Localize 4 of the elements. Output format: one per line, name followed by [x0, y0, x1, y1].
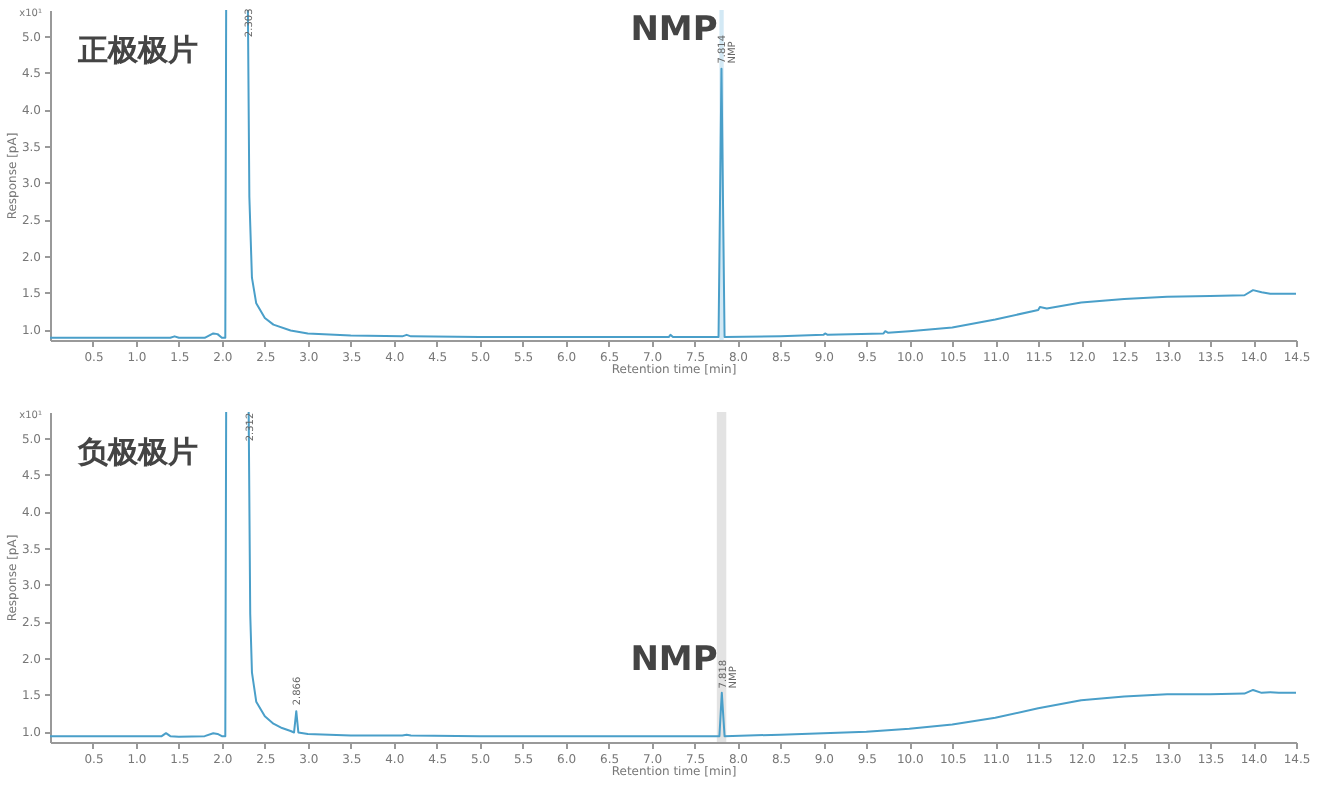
text: 正极极片	[76, 32, 198, 68]
annotation: NMP	[630, 640, 718, 680]
annotation: NMP	[630, 10, 718, 50]
text: 负极极片	[76, 434, 198, 470]
